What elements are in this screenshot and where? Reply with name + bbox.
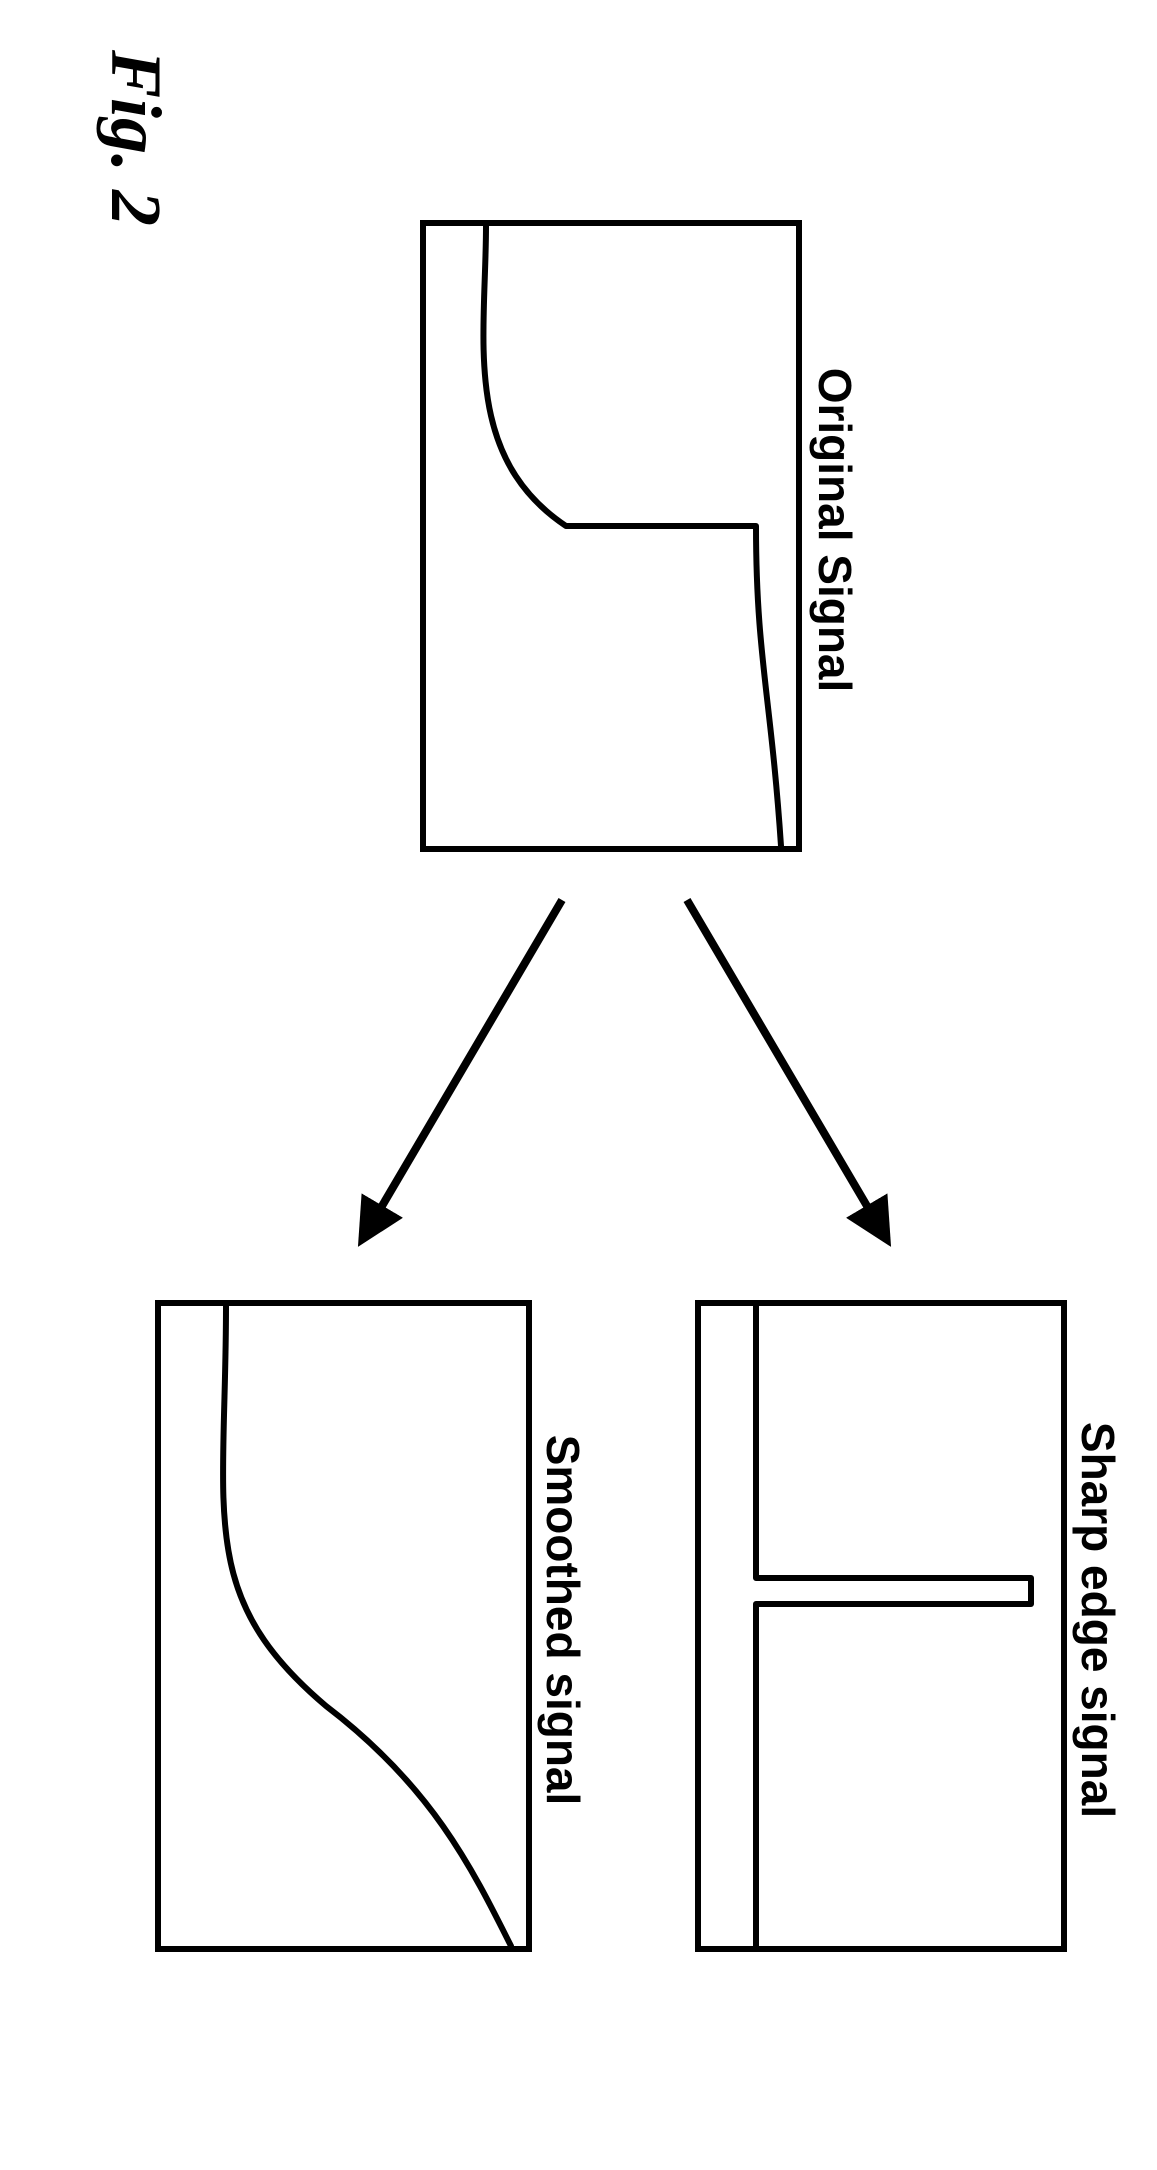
figure-label: Fig. 2 bbox=[94, 50, 177, 226]
arrow-1 bbox=[362, 900, 562, 1240]
arrow-0 bbox=[687, 900, 887, 1240]
arrows-overlay bbox=[0, 0, 1157, 2170]
